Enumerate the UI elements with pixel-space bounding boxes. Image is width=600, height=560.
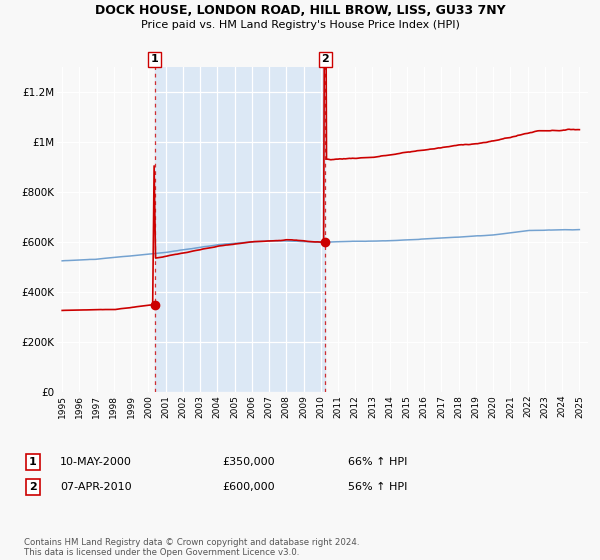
Bar <box>155 67 325 392</box>
Text: £600,000: £600,000 <box>222 482 275 492</box>
Text: 2: 2 <box>29 482 37 492</box>
Text: 1: 1 <box>151 54 158 64</box>
Text: 10-MAY-2000: 10-MAY-2000 <box>60 457 132 467</box>
Text: 1: 1 <box>29 457 37 467</box>
Text: 07-APR-2010: 07-APR-2010 <box>60 482 131 492</box>
Text: Price paid vs. HM Land Registry's House Price Index (HPI): Price paid vs. HM Land Registry's House … <box>140 20 460 30</box>
Text: DOCK HOUSE, LONDON ROAD, HILL BROW, LISS, GU33 7NY: DOCK HOUSE, LONDON ROAD, HILL BROW, LISS… <box>95 4 505 17</box>
Text: 66% ↑ HPI: 66% ↑ HPI <box>348 457 407 467</box>
Text: 56% ↑ HPI: 56% ↑ HPI <box>348 482 407 492</box>
Text: £350,000: £350,000 <box>222 457 275 467</box>
Text: 2: 2 <box>322 54 329 64</box>
Text: Contains HM Land Registry data © Crown copyright and database right 2024.
This d: Contains HM Land Registry data © Crown c… <box>24 538 359 557</box>
